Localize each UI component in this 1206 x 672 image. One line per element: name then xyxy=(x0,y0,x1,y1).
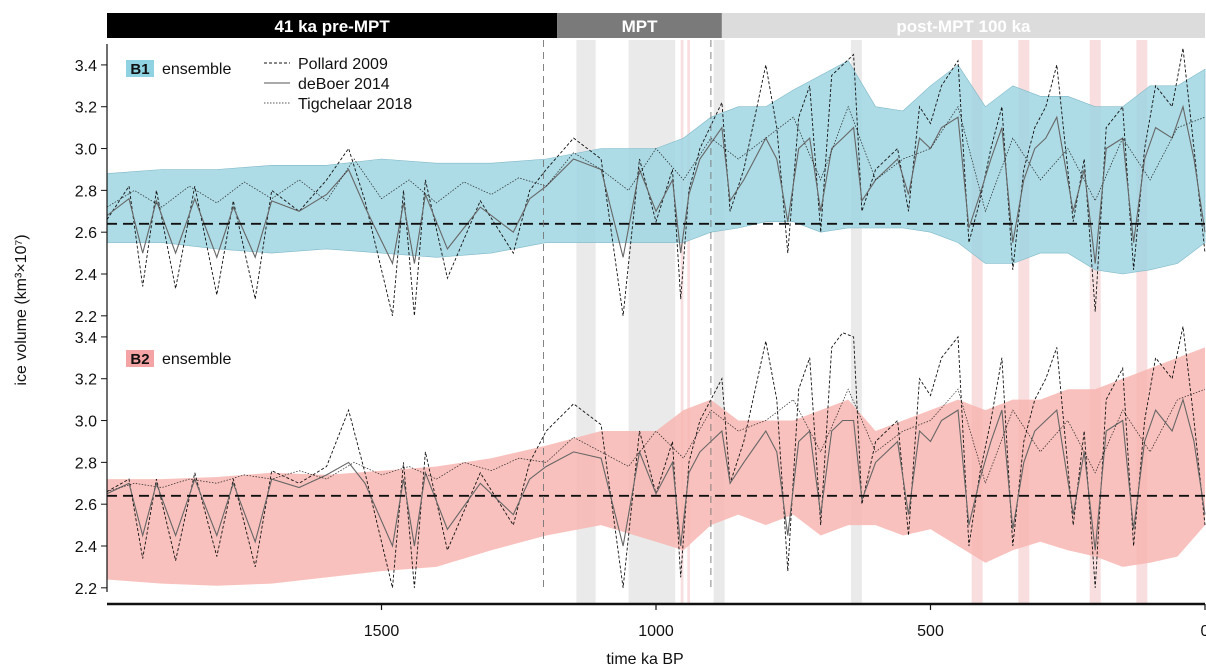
y-tick-label-b2-0: 2.2 xyxy=(75,581,97,598)
y-tick-label-b1-1: 2.4 xyxy=(75,267,97,284)
y-tick-label-b2-4: 3.0 xyxy=(75,414,97,431)
badge-box-b2 xyxy=(126,350,154,367)
x-axis-label: time ka BP xyxy=(606,651,683,668)
period-bar: 41 ka pre-MPT MPT post-MPT 100 ka xyxy=(107,13,1205,38)
x-tick-label-1: 1000 xyxy=(638,623,674,640)
period-label-0: 41 ka pre-MPT xyxy=(274,17,390,36)
y-tick-label-b1-0: 2.2 xyxy=(75,309,97,326)
y-tick-label-b1-5: 3.2 xyxy=(75,100,97,117)
grey-band-2 xyxy=(713,40,725,604)
legend-label-0: Pollard 2009 xyxy=(298,56,388,73)
series-line-b1-tigchelaar xyxy=(106,105,1206,213)
series-line-b1-deboer xyxy=(106,104,1206,266)
y-tick-label-b1-2: 2.6 xyxy=(75,225,97,242)
ensemble-band-b2 xyxy=(107,347,1205,586)
series-line-b1-pollard xyxy=(106,48,1206,316)
panel-label-b2: ensemble xyxy=(162,351,231,368)
x-tick-label-3: 0 xyxy=(1201,623,1206,640)
y-tick-label-b1-4: 3.0 xyxy=(75,142,97,159)
axes: 1500 1000 500 0 xyxy=(106,44,1206,640)
period-block-1 xyxy=(557,13,722,38)
y-tick-label-b2-1: 2.4 xyxy=(75,539,97,556)
x-tick-label-0: 1500 xyxy=(364,623,400,640)
panel-b2: 2.2 2.4 2.6 2.8 3.0 3.2 3.4 B2 ensemble xyxy=(75,326,1206,598)
badge-label-b2: B2 xyxy=(130,351,149,368)
y-tick-label-b1-6: 3.4 xyxy=(75,58,97,75)
pink-band-5 xyxy=(1136,40,1148,604)
y-axis-label: ice volume (km³×10⁷) xyxy=(13,234,30,385)
legend-label-2: Tigchelaar 2018 xyxy=(298,96,412,113)
y-tick-label-b1-3: 2.8 xyxy=(75,183,97,200)
pink-band-1 xyxy=(687,40,691,604)
legend-label-1: deBoer 2014 xyxy=(298,76,390,93)
x-tick-label-2: 500 xyxy=(917,623,944,640)
panel-label-b1: ensemble xyxy=(162,61,231,78)
panel-b1: 2.2 2.4 2.6 2.8 3.0 3.2 3.4 B1 ensemble xyxy=(75,48,1206,326)
series-line-b2-deboer xyxy=(106,397,1206,551)
period-block-0 xyxy=(107,13,558,38)
y-tick-label-b2-3: 2.8 xyxy=(75,455,97,472)
legend: Pollard 2009 deBoer 2014 Tigchelaar 2018 xyxy=(264,56,412,113)
period-label-1: MPT xyxy=(622,17,659,36)
badge-label-b1: B1 xyxy=(130,61,149,78)
pink-band-3 xyxy=(1018,40,1030,604)
badge-box-b1 xyxy=(126,60,154,77)
pink-band-4 xyxy=(1089,40,1101,604)
grey-band-3 xyxy=(850,40,862,604)
y-tick-label-b2-5: 3.2 xyxy=(75,372,97,389)
period-label-2: post-MPT 100 ka xyxy=(896,17,1031,36)
series-line-b2-pollard xyxy=(106,326,1206,588)
pink-band-2 xyxy=(971,40,983,604)
period-block-2 xyxy=(721,13,1205,38)
y-tick-label-b2-2: 2.6 xyxy=(75,497,97,514)
reference-lines xyxy=(107,222,1205,497)
vertical-dashed-lines xyxy=(543,40,712,590)
y-tick-label-b2-6: 3.4 xyxy=(75,330,97,347)
pink-band-0 xyxy=(680,40,684,604)
